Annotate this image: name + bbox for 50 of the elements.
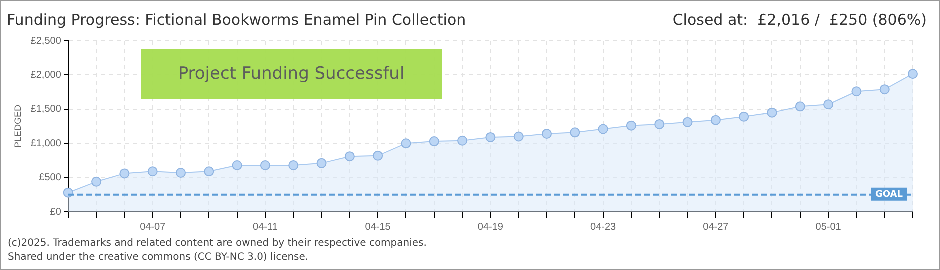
point [429,136,440,147]
text: (c)2025. Trademarks and related content are owned by their respective companies. [8,238,427,249]
y-tick-label: £500 [39,172,62,184]
banner: Project Funding Successful [141,49,442,99]
point [852,86,862,97]
point [176,168,186,178]
point [232,160,242,170]
point [316,158,327,168]
text: Shared under the creative commons (CC BY-NC 3.0) license. [8,252,309,263]
point [514,132,524,142]
point [288,160,299,170]
point [739,112,750,122]
point [570,128,580,138]
point [401,138,412,149]
x-tick-label: 04-15 [365,222,392,233]
y-tick-label: £1,500 [30,104,62,116]
point [458,136,468,146]
y-tick-label: £2,000 [30,70,62,81]
point [486,132,496,142]
point [92,176,102,187]
point [148,166,158,177]
x-tick-label: 05-01 [816,222,842,233]
point [767,108,778,118]
point [120,168,130,179]
y-tick-label: £1,000 [30,138,62,150]
point [908,69,918,80]
point [204,166,214,177]
chart-title: Funding Progress: Fictional Bookworms Enamel Pin Collection [7,11,466,29]
point [598,124,608,134]
point [542,129,552,140]
x-tick-label: 04-11 [253,222,278,233]
x-tick-label: 04-27 [703,222,730,233]
point [710,115,721,126]
ref-line-label: GOAL [876,190,904,200]
x-tick-label: 04-19 [478,222,504,233]
point [344,152,355,162]
y-tick-label: £2,500 [30,36,62,47]
point [260,160,270,170]
point [880,84,890,95]
chart-subtitle: Closed at: £2,016 / £250 (806%) [672,11,927,29]
point [626,120,636,131]
point [795,102,806,112]
x-tick-label: 04-07 [140,222,166,233]
y-tick-label: £0 [50,206,62,218]
point [373,150,384,161]
y-axis-title: PLEDGED [12,104,23,148]
x-tick-label: 04-23 [590,222,617,233]
point [824,100,834,110]
point [654,119,665,130]
point [682,117,693,128]
